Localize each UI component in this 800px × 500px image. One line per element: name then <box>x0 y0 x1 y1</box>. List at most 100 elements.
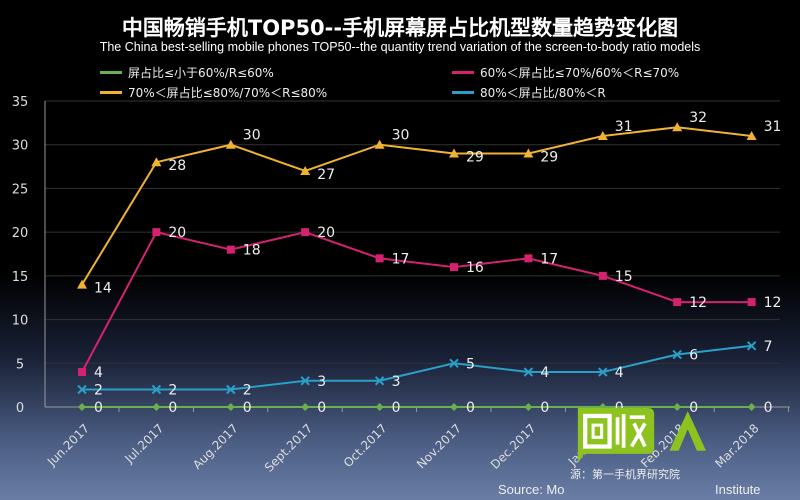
data-point <box>747 298 756 307</box>
data-point <box>374 139 385 149</box>
data-label: 15 <box>615 269 633 285</box>
data-point <box>375 403 384 411</box>
data-label: 7 <box>764 339 773 355</box>
source-en-start: Source: Mo <box>498 482 565 497</box>
data-label: 3 <box>317 374 326 390</box>
chart-subtitle: The China best-selling mobile phones TOP… <box>99 40 701 54</box>
legend-swatch <box>100 91 122 94</box>
data-label: 0 <box>168 400 177 416</box>
data-label: 0 <box>317 400 326 416</box>
data-label: 12 <box>689 295 707 311</box>
data-label: 0 <box>243 400 252 416</box>
data-label: 2 <box>168 383 177 399</box>
data-point <box>450 403 458 411</box>
x-tick-label: Jul.2017 <box>121 421 166 466</box>
data-label: 4 <box>615 365 624 381</box>
y-tick-label: 20 <box>12 226 29 241</box>
data-label: 12 <box>764 295 782 311</box>
legend-label: 屏占比≤小于60%/R≤60% <box>128 66 274 80</box>
x-tick-label: Aug.2017 <box>190 421 241 472</box>
series-line-2 <box>81 126 752 286</box>
data-label: 14 <box>94 281 112 297</box>
data-point <box>78 368 86 377</box>
data-label: 2 <box>243 383 252 399</box>
legend-swatch <box>100 71 122 74</box>
data-label: 29 <box>540 149 558 165</box>
data-point <box>301 403 310 411</box>
y-tick-label: 15 <box>12 270 29 285</box>
data-point <box>449 148 459 158</box>
data-point <box>225 139 236 149</box>
legend-item-gt80: 80%＜屏占比/80%＜R <box>452 84 606 101</box>
data-label: 17 <box>392 251 410 267</box>
data-label: 18 <box>243 243 261 259</box>
data-point <box>226 403 235 411</box>
legend-item-70-80: 70%＜屏占比≤80%/70%＜R≤80% <box>100 84 327 101</box>
watermark-logo <box>577 408 707 463</box>
y-tick-label: 35 <box>12 95 29 110</box>
data-label: 5 <box>466 356 475 372</box>
data-point <box>226 245 235 254</box>
data-label: 29 <box>466 149 484 165</box>
data-label: 0 <box>615 400 624 416</box>
data-point <box>77 279 87 289</box>
data-point <box>374 376 385 386</box>
data-point <box>375 254 384 263</box>
y-tick-label: 10 <box>12 314 29 329</box>
data-point <box>523 148 534 158</box>
data-label: 4 <box>540 365 549 381</box>
data-point <box>746 341 757 351</box>
data-label: 0 <box>540 400 549 416</box>
data-point <box>598 367 608 377</box>
x-tick-label: Jun.2017 <box>44 421 92 469</box>
data-label: 4 <box>94 365 103 381</box>
x-tick-label: Dec.2017 <box>488 421 539 472</box>
data-point <box>300 165 311 175</box>
data-label: 0 <box>764 400 773 416</box>
data-label: 32 <box>689 110 707 126</box>
series-line-1 <box>81 230 752 373</box>
y-tick-label: 0 <box>16 401 24 416</box>
data-point <box>226 384 236 395</box>
data-label: 17 <box>540 251 558 267</box>
data-point <box>151 384 162 395</box>
data-label: 0 <box>466 400 475 416</box>
data-label: 30 <box>392 128 410 144</box>
data-point <box>450 263 458 272</box>
data-point <box>449 358 459 368</box>
data-point <box>151 157 162 167</box>
data-label: 0 <box>689 400 698 416</box>
x-tick-label: Sept.2017 <box>262 421 316 475</box>
data-label: 3 <box>392 374 401 390</box>
legend-item-le60: 屏占比≤小于60%/R≤60% <box>100 64 274 81</box>
data-point <box>77 384 87 395</box>
data-point <box>598 271 607 280</box>
data-point <box>673 298 682 307</box>
data-label: 20 <box>317 225 335 241</box>
y-tick-label: 5 <box>16 357 24 372</box>
chart-title: 中国畅销手机TOP50--手机屏幕屏占比机型数量趋势变化图 <box>121 16 679 40</box>
x-tick-label: Oct.2017 <box>341 421 390 470</box>
data-point <box>78 403 86 411</box>
data-label: 0 <box>94 400 103 416</box>
series-line-3 <box>82 344 752 391</box>
data-point <box>523 367 534 377</box>
data-point <box>301 228 310 237</box>
data-point <box>672 349 682 360</box>
data-point <box>747 403 756 411</box>
legend-label: 80%＜屏占比/80%＜R <box>480 86 606 100</box>
y-tick-label: 25 <box>12 182 29 197</box>
legend-item-60-70: 60%＜屏占比≤70%/60%＜R≤70% <box>452 64 679 81</box>
data-point <box>300 376 310 386</box>
legend-swatch <box>452 91 474 94</box>
data-label: 31 <box>615 119 633 135</box>
source-cn: 源：第一手机界研究院 <box>570 468 680 481</box>
data-point <box>152 403 161 411</box>
legend-label: 70%＜屏占比≤80%/70%＜R≤80% <box>128 86 328 100</box>
data-label: 0 <box>392 400 401 416</box>
data-point <box>673 403 682 411</box>
data-label: 28 <box>168 158 186 174</box>
data-point <box>597 130 608 140</box>
